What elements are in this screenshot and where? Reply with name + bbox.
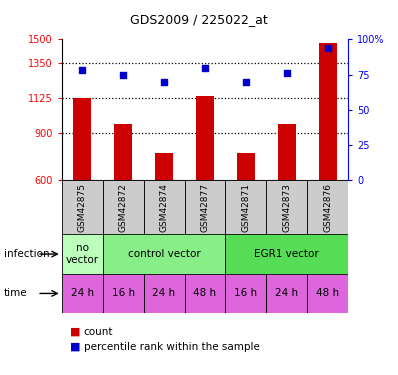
Text: GSM42875: GSM42875 (78, 183, 87, 232)
Text: time: time (4, 288, 27, 298)
Bar (225, 234, 348, 274)
Point (284, 70, 290, 76)
Text: ■: ■ (70, 342, 80, 352)
Text: EGR1 vector: EGR1 vector (254, 249, 319, 259)
Text: 24 h: 24 h (275, 288, 298, 298)
Bar (62, 180, 103, 234)
Point (79, 68, 85, 74)
Text: GSM42874: GSM42874 (160, 183, 168, 232)
Bar (62, 274, 103, 313)
Bar (103, 180, 144, 234)
Text: count: count (84, 327, 113, 337)
Bar (103, 234, 225, 274)
Bar (185, 274, 225, 313)
Text: GSM42877: GSM42877 (201, 183, 209, 232)
Bar (266, 180, 307, 234)
Bar (103, 274, 144, 313)
Text: infection: infection (4, 249, 50, 259)
Bar (144, 180, 185, 234)
Point (161, 79, 167, 85)
Bar (307, 274, 348, 313)
Bar (73, 98, 92, 180)
Text: GSM42871: GSM42871 (242, 183, 250, 232)
Text: GSM42873: GSM42873 (282, 183, 291, 232)
Text: 16 h: 16 h (111, 288, 135, 298)
Bar (225, 274, 266, 313)
Bar (307, 180, 348, 234)
Text: GDS2009 / 225022_at: GDS2009 / 225022_at (130, 13, 268, 26)
Text: percentile rank within the sample: percentile rank within the sample (84, 342, 259, 352)
Bar (155, 153, 173, 180)
Point (243, 79, 249, 85)
Bar (225, 180, 266, 234)
Text: GSM42876: GSM42876 (323, 183, 332, 232)
Bar (237, 153, 255, 180)
Point (202, 64, 208, 70)
Text: control vector: control vector (128, 249, 201, 259)
Text: GSM42872: GSM42872 (119, 183, 128, 232)
Text: ■: ■ (70, 327, 80, 337)
Point (325, 45, 331, 51)
Text: no
vector: no vector (66, 243, 99, 265)
Text: 48 h: 48 h (193, 288, 217, 298)
Bar (278, 124, 296, 180)
Text: 48 h: 48 h (316, 288, 339, 298)
Bar (318, 42, 337, 180)
Text: 24 h: 24 h (70, 288, 94, 298)
Point (120, 72, 126, 78)
Bar (185, 180, 225, 234)
Bar (144, 274, 185, 313)
Text: 24 h: 24 h (152, 288, 176, 298)
Text: 16 h: 16 h (234, 288, 258, 298)
Bar (266, 274, 307, 313)
Bar (114, 124, 132, 180)
Bar (62, 234, 103, 274)
Bar (196, 96, 214, 180)
